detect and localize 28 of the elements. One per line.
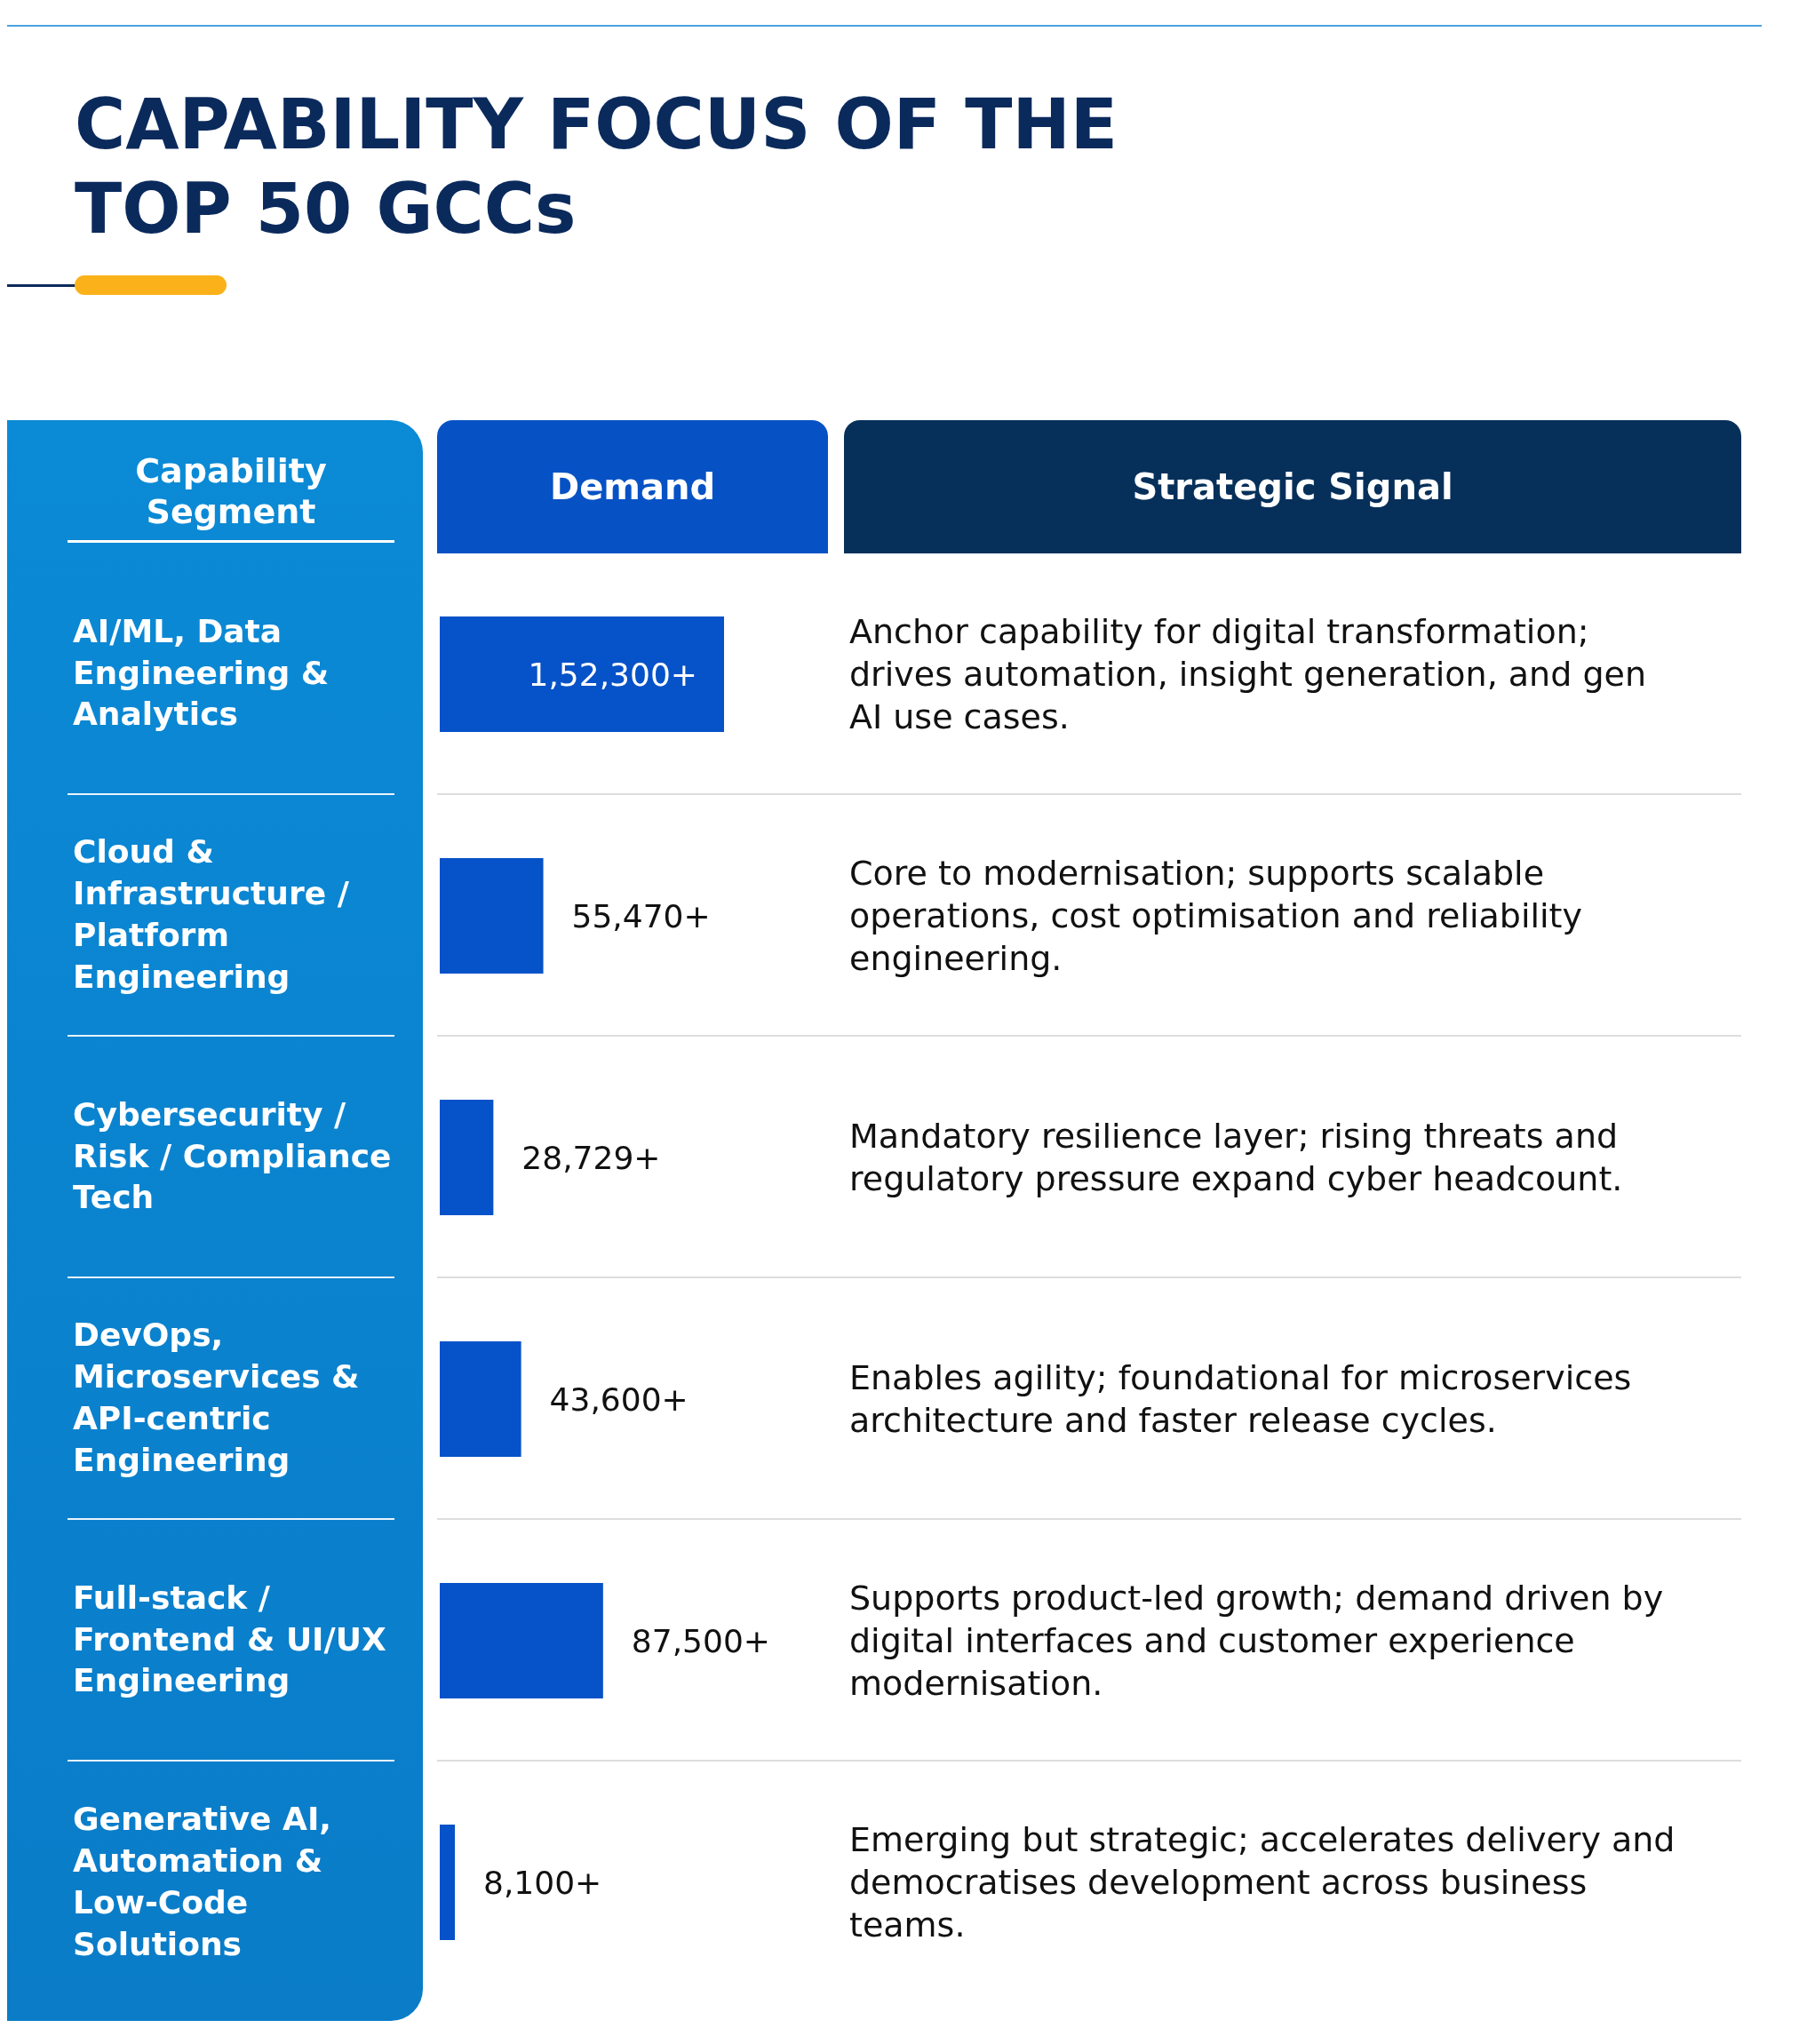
text: Strategic Signal: [844, 420, 1741, 553]
data-label: 1,52,300+: [528, 656, 697, 693]
y-tick-label: Cloud & Infrastructure / Platform Engineering: [72, 832, 350, 997]
chart-title: CAPABILITY FOCUS OF THE TOP 50 GCCs: [75, 84, 1119, 251]
text: Core to modernisation; supports scalable operations, cost optimisation and reliability engineering.: [849, 852, 1583, 981]
y-tick-label: Generative AI, Automation & Low-Code Solutions: [72, 1800, 332, 1964]
data-label: 43,600+: [549, 1380, 689, 1418]
bar: [440, 1100, 494, 1215]
data-label: 87,500+: [631, 1622, 770, 1659]
data-label: 8,100+: [483, 1864, 602, 1901]
y-tick-label: AI/ML, Data Engineering & Analytics: [72, 611, 330, 735]
text: Supports product-led growth; demand driven by digital interfaces and customer experience modernisation.: [849, 1577, 1665, 1706]
data-label: 55,470+: [571, 897, 711, 935]
bar: [440, 1825, 456, 1940]
y-tick-label: DevOps, Microservices & API-centric Engineering: [72, 1316, 361, 1480]
bar: [440, 858, 544, 974]
text: Emerging but strategic; accelerates delivery and democratises development across business teams.: [849, 1818, 1676, 1947]
y-tick-label: Cybersecurity / Risk / Compliance Tech: [72, 1094, 393, 1218]
x-axis-title: Demand: [437, 420, 828, 553]
text: Mandatory resilience layer; rising threats and regulatory pressure expand cyber headcount.: [849, 1115, 1624, 1200]
y-axis-title: Capability Segment: [68, 451, 394, 543]
bar: [440, 1583, 603, 1698]
text: Anchor capability for digital transformation; drives automation, insight generation, and gen AI use cases.: [849, 610, 1647, 739]
text: Enables agility; foundational for microservices architecture and faster release cycles.: [849, 1356, 1633, 1442]
data-label: 28,729+: [521, 1139, 661, 1176]
bar: [440, 616, 724, 732]
y-tick-label: Full-stack / Frontend & UI/UX Engineering: [72, 1578, 387, 1701]
bar: [440, 1341, 521, 1457]
